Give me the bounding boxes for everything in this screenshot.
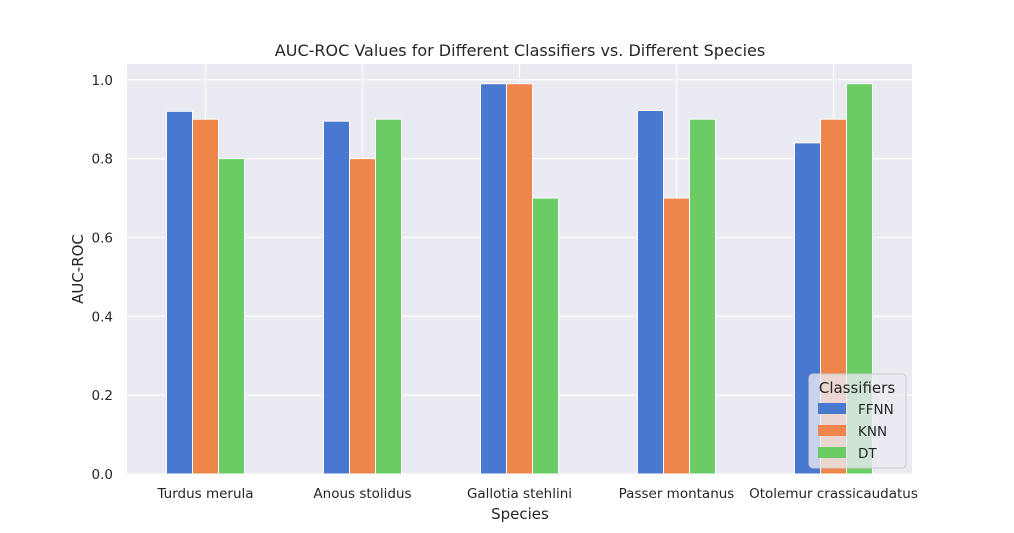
- y-tick-label: 0.0: [92, 467, 113, 483]
- y-tick-label: 0.6: [92, 230, 113, 246]
- bar-knn-0: [192, 118, 219, 475]
- y-tick-labels: 0.0 0.2 0.4 0.6 0.8 1.0: [92, 73, 113, 483]
- x-tick-labels: Turdus merula Anous stolidus Gallotia steh…: [156, 486, 917, 502]
- legend: Classifiers FFNN KNN DT: [808, 373, 907, 469]
- bar-knn-3: [663, 197, 690, 475]
- x-tick-label: Passer montanus: [619, 486, 735, 502]
- legend-label-dt: DT: [858, 446, 877, 462]
- y-axis-label: AUC-ROC: [69, 234, 87, 304]
- y-tick-label: 0.2: [92, 388, 113, 404]
- y-tick-label: 0.4: [92, 309, 113, 325]
- bars: [166, 83, 873, 475]
- chart-title: AUC-ROC Values for Different Classifiers…: [275, 41, 765, 60]
- bar-dt-0: [218, 158, 245, 475]
- legend-swatch-knn: [818, 425, 846, 436]
- legend-label-ffnn: FFNN: [858, 402, 894, 418]
- x-tick-label: Gallotia stehlini: [467, 486, 572, 502]
- legend-label-knn: KNN: [858, 424, 887, 440]
- bar-knn-1: [349, 158, 376, 475]
- bar-dt-1: [375, 118, 402, 475]
- bar-ffnn-2: [480, 83, 507, 475]
- legend-swatch-dt: [818, 447, 846, 458]
- bar-dt-3: [689, 118, 716, 475]
- bar-ffnn-3: [637, 110, 664, 475]
- bar-dt-2: [532, 197, 559, 475]
- y-tick-label: 0.8: [92, 152, 113, 168]
- bar-ffnn-1: [323, 120, 350, 475]
- x-axis-label: Species: [491, 505, 549, 523]
- x-tick-label: Anous stolidus: [313, 486, 411, 502]
- x-tick-label: Otolemur crassicaudatus: [749, 486, 918, 502]
- y-tick-label: 1.0: [92, 73, 113, 89]
- bar-knn-2: [506, 83, 533, 475]
- bar-ffnn-0: [166, 110, 193, 475]
- legend-swatch-ffnn: [818, 403, 846, 414]
- x-tick-label: Turdus merula: [156, 486, 253, 502]
- legend-box: [808, 373, 907, 469]
- legend-title: Classifiers: [819, 379, 895, 397]
